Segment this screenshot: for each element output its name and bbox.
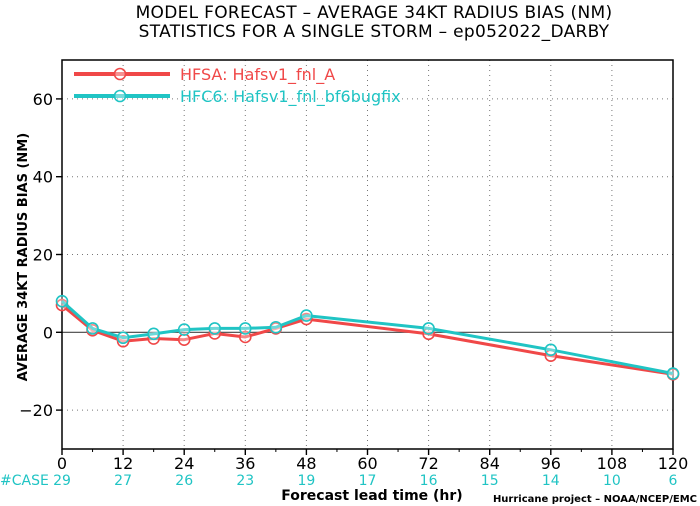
case-count: 19	[297, 473, 315, 489]
legend-item-hfc6: HFC6: Hafsv1_fnl_bf6bugfix	[74, 87, 401, 107]
case-count: 23	[236, 473, 254, 489]
y-tick-label: 20	[33, 246, 53, 265]
data-point	[55, 294, 69, 308]
case-count: 26	[175, 473, 193, 489]
data-series	[55, 294, 680, 381]
data-point	[86, 322, 99, 335]
chart-title-line2: STATISTICS FOR A SINGLE STORM – ep052022…	[139, 22, 610, 42]
data-point	[208, 322, 222, 335]
data-point	[116, 331, 130, 345]
data-point	[269, 320, 283, 334]
y-axis-ticks: −20 0 20 40 60	[19, 90, 62, 420]
x-tick-label: 72	[418, 454, 438, 473]
x-axis-ticks: 0 12 24 36 48 60 72 84 96 108 120	[57, 449, 688, 473]
y-tick-label: 60	[33, 90, 53, 109]
credit-text: Hurricane project – NOAA/NCEP/EMC	[493, 494, 697, 505]
x-tick-label: 96	[541, 454, 561, 473]
chart-title-line1: MODEL FORECAST – AVERAGE 34KT RADIUS BIA…	[136, 3, 613, 23]
case-counts: 29 27 26 23 19 17 16 15 14 10 6	[53, 473, 677, 489]
data-point	[666, 367, 680, 380]
x-tick-label: 120	[658, 454, 689, 473]
x-tick-label: 0	[57, 454, 67, 473]
case-label: #CASE	[0, 473, 49, 489]
data-point	[239, 322, 252, 335]
data-point	[300, 309, 313, 322]
case-count: 10	[603, 473, 621, 489]
case-count: 17	[359, 473, 377, 489]
x-axis-label: Forecast lead time (hr)	[281, 488, 462, 504]
legend-label-hfc6: HFC6: Hafsv1_fnl_bf6bugfix	[180, 87, 401, 107]
x-tick-label: 48	[296, 454, 316, 473]
data-point	[239, 330, 252, 344]
x-tick-label: 36	[235, 454, 255, 473]
y-axis-label: AVERAGE 34KT RADIUS BIAS (NM)	[16, 133, 31, 381]
legend-marker-hfc6	[113, 89, 127, 103]
x-tick-label: 60	[357, 454, 377, 473]
legend-item-hfsa: HFSA: Hafsv1_fnl_A	[74, 65, 335, 85]
grid-lines	[62, 60, 673, 449]
x-tick-label: 24	[174, 454, 194, 473]
data-point	[177, 333, 191, 346]
case-count: 29	[53, 473, 71, 489]
y-tick-label: 0	[43, 323, 53, 342]
x-tick-label: 84	[480, 454, 500, 473]
y-tick-label: 40	[33, 168, 53, 187]
y-tick-label: −20	[19, 401, 53, 420]
legend-label-hfsa: HFSA: Hafsv1_fnl_A	[180, 65, 335, 85]
x-tick-label: 12	[113, 454, 133, 473]
legend-marker-hfsa	[113, 67, 127, 81]
case-count: 14	[542, 473, 560, 489]
case-count: 6	[669, 473, 678, 489]
data-point	[544, 343, 558, 357]
series-1	[55, 294, 680, 380]
legend: HFSA: Hafsv1_fnl_A HFC6: Hafsv1_fnl_bf6b…	[74, 65, 401, 107]
data-point	[177, 323, 191, 336]
case-count: 16	[420, 473, 438, 489]
data-point	[147, 327, 160, 341]
data-point	[422, 322, 435, 335]
x-tick-label: 108	[597, 454, 628, 473]
series-0	[55, 298, 680, 381]
case-count: 27	[114, 473, 132, 489]
case-count: 15	[481, 473, 499, 489]
